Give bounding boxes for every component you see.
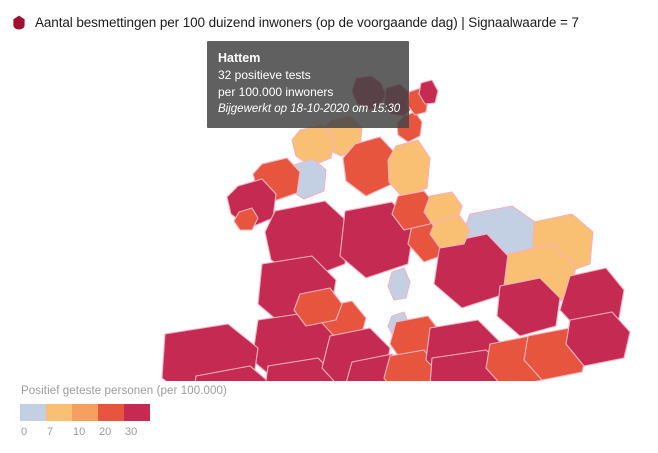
legend-color-bar — [20, 404, 150, 421]
legend-tick: 0 — [21, 426, 28, 438]
map-tooltip: Hattem 32 positieve tests per 100.000 in… — [207, 41, 409, 128]
legend-tick: 30 — [125, 426, 138, 438]
map-region[interactable] — [192, 365, 276, 381]
tooltip-unit: per 100.000 inwoners — [218, 85, 334, 99]
legend-tick: 10 — [73, 426, 86, 438]
map-region[interactable] — [391, 190, 437, 231]
legend: Positief geteste personen (per 100.000) … — [20, 385, 320, 442]
legend-swatch — [20, 404, 46, 421]
map-region[interactable] — [429, 215, 471, 249]
legend-tick: 7 — [47, 426, 54, 438]
map-svg[interactable] — [0, 36, 658, 381]
tooltip-updated: Bijgewerkt op 18-10-2020 om 15:30 — [218, 103, 401, 115]
map-region[interactable] — [565, 311, 631, 367]
map-marker-icon — [13, 15, 25, 29]
map-region[interactable] — [339, 201, 415, 279]
map-region[interactable] — [293, 287, 343, 327]
legend-swatch — [98, 404, 124, 421]
map-region-group[interactable] — [161, 75, 631, 381]
chart-header: Aantal besmettingen per 100 duizend inwo… — [0, 8, 658, 36]
legend-tick-labels: 0 7 10 20 30 — [20, 426, 180, 442]
map-region[interactable] — [342, 136, 397, 197]
page-title: Aantal besmettingen per 100 duizend inwo… — [35, 14, 579, 30]
legend-swatch — [46, 404, 72, 421]
map-region[interactable] — [383, 349, 439, 381]
tooltip-title: Hattem — [218, 51, 261, 65]
map-region[interactable] — [387, 139, 431, 199]
map-region[interactable] — [496, 277, 561, 337]
legend-tick: 20 — [99, 426, 112, 438]
map-region[interactable] — [161, 323, 259, 381]
map-region[interactable] — [418, 79, 439, 105]
map-region[interactable] — [264, 357, 341, 381]
legend-swatch — [124, 404, 150, 421]
choropleth-map[interactable] — [0, 36, 658, 381]
map-region[interactable] — [387, 267, 411, 301]
legend-swatch — [72, 404, 98, 421]
tooltip-value: 32 positieve tests — [218, 68, 311, 82]
legend-title: Positief geteste personen (per 100.000) — [21, 385, 227, 397]
map-region[interactable] — [233, 207, 259, 231]
